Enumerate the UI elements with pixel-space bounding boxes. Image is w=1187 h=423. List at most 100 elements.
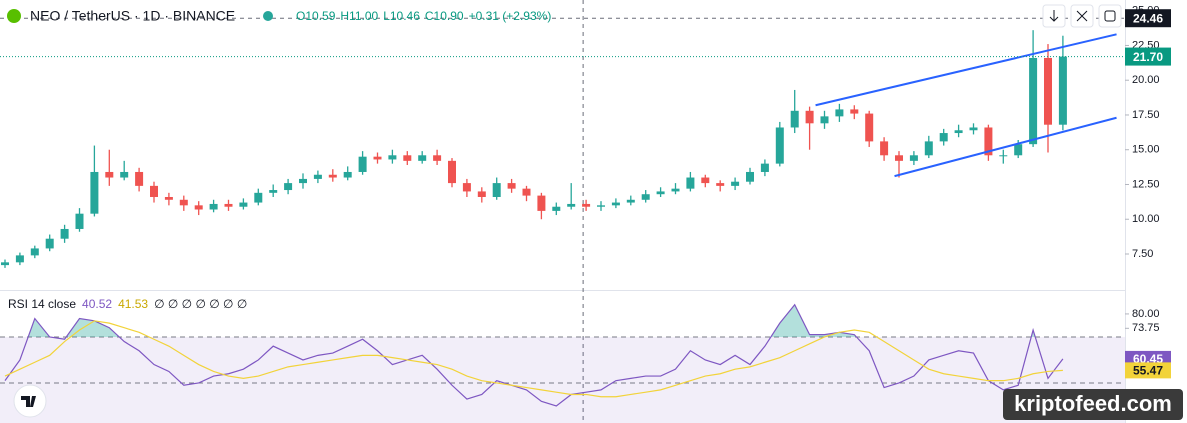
y-tick-label: 17.50 (1132, 109, 1160, 121)
y-tick-label: 15.00 (1132, 144, 1160, 156)
candle-body (60, 228, 69, 239)
candle-body (969, 127, 978, 131)
status-dot (263, 11, 273, 21)
candle-body (924, 141, 933, 156)
candle-body (15, 255, 24, 263)
ohlc-label: O10.59 (296, 9, 336, 23)
candle-body (805, 110, 814, 124)
icon (1104, 10, 1116, 22)
candle-body (403, 155, 412, 161)
candle-body (448, 160, 456, 184)
candle-body (373, 156, 382, 160)
candle-body (954, 130, 963, 134)
candle-body (254, 192, 263, 203)
button[interactable] (1098, 4, 1122, 28)
y-tick-label: 7.50 (1132, 248, 1153, 260)
ohlc-label: H11.00 (340, 9, 378, 23)
price-tag-label: 24.46 (1133, 11, 1163, 25)
candle-body (686, 177, 695, 189)
candle-body (75, 213, 84, 229)
candle-body (209, 203, 218, 210)
candle-body (120, 171, 129, 178)
rsi-legend: RSI 14 close (8, 297, 76, 311)
candle-body (328, 174, 337, 178)
candle-body (269, 190, 278, 193)
value-tag-label: 55.47 (1133, 364, 1163, 378)
ohlc-label: L10.46 (383, 9, 420, 23)
candle-body (835, 109, 844, 117)
y-tick-label: 20.00 (1132, 74, 1160, 86)
rsi-band (0, 336, 1125, 423)
candle-body (284, 183, 293, 191)
trend-line (894, 116, 1117, 178)
candle-body (477, 191, 486, 197)
price-tag (1125, 9, 1171, 28)
icon (1076, 10, 1088, 22)
candle-body (731, 181, 740, 186)
candle-body (418, 155, 427, 161)
candle-body (150, 185, 158, 197)
candle-body (939, 133, 948, 142)
candle-body (984, 127, 993, 156)
candle-body (909, 155, 918, 161)
candle-body (865, 113, 874, 142)
y-tick-label: 73.75 (1132, 322, 1160, 334)
price-tag (1125, 47, 1171, 66)
tv-logo-mark (21, 396, 36, 407)
price-tag-label: 21.70 (1133, 50, 1163, 64)
candle-body (1058, 56, 1067, 125)
candle-body (641, 194, 650, 200)
candle-body (671, 188, 680, 192)
rsi-legend: ∅ ∅ ∅ ∅ ∅ ∅ ∅ (154, 297, 247, 311)
candle-body (462, 183, 471, 192)
candle-body (105, 171, 114, 178)
candle-body (507, 183, 516, 189)
candle-body (239, 202, 248, 207)
candle-body (999, 155, 1008, 157)
candle-body (775, 127, 784, 164)
candle-body (135, 171, 144, 186)
chart-title: NEO / TetherUS · 1D · BINANCE (30, 8, 235, 24)
toolbar (1042, 4, 1122, 28)
candle-body (343, 171, 352, 178)
candle-body (45, 238, 54, 249)
candle-body (492, 183, 501, 197)
rsi-line (4, 303, 1064, 407)
y-tick-label: 80.00 (1132, 308, 1160, 320)
rsi-legend: 41.53 (118, 297, 148, 311)
rsi-legend: 40.52 (82, 297, 112, 311)
candle-body (313, 174, 322, 179)
candle-body (224, 203, 233, 207)
candle-body (522, 188, 531, 196)
candle-body (537, 195, 546, 211)
candle-body (656, 191, 665, 195)
icon (1049, 10, 1059, 22)
candle-body (388, 155, 397, 160)
candle-body (1, 262, 9, 266)
candle-body (701, 177, 710, 184)
trend-line (815, 33, 1117, 107)
candle-body (850, 109, 859, 114)
y-tick-label: 10.00 (1132, 213, 1160, 225)
candle-body (611, 202, 620, 206)
candle-body (760, 163, 769, 172)
candle-body (194, 205, 203, 210)
candle-body (433, 155, 442, 161)
candle-body (1044, 57, 1052, 125)
value-tag (1125, 362, 1171, 379)
candle-body (790, 110, 799, 128)
symbol-icon (7, 9, 21, 23)
candle-body (30, 248, 39, 256)
ohlc-label: C10.90 (425, 9, 464, 23)
watermark: kriptofeed.com (1014, 391, 1172, 416)
candle-body (880, 141, 889, 156)
candle-body (626, 199, 635, 203)
candle-body (299, 178, 307, 184)
candle-body (164, 196, 173, 200)
watermark-bg (1003, 389, 1183, 420)
candle-body (90, 171, 99, 214)
rsi-line (4, 320, 1063, 398)
candle-body (179, 199, 188, 206)
change-label: +0.31 (+2.93%) (469, 9, 552, 23)
